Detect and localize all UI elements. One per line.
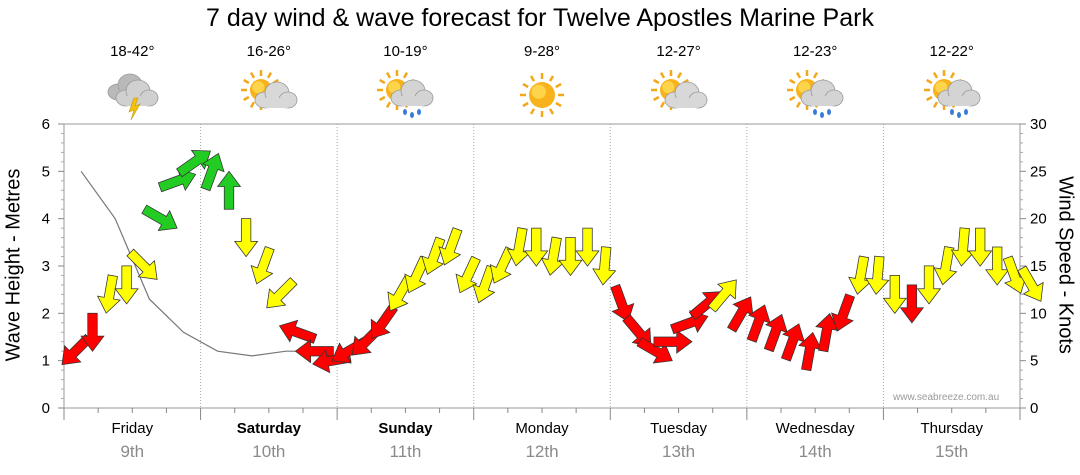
date-label: 13th [662,442,696,461]
y-axis-label-right: Wind Speed - Knots [1054,176,1077,354]
date-label: 12th [525,442,559,461]
wind-arrow [524,227,549,267]
wind-arrow [848,255,873,295]
wind-arrow [575,227,600,267]
wind-arrow [899,284,925,324]
date-label: 14th [798,442,832,461]
partly-cloudy-icon [650,70,707,110]
wind-arrow [421,236,446,275]
wind-arrow [233,218,259,258]
day-label: Saturday [236,420,301,437]
temperature-range: 12-22° [929,43,974,60]
wind-arrow [80,312,105,352]
wind-arrow [558,237,583,277]
wind-arrow [968,227,993,267]
wind-arrow [707,279,737,313]
y-tick-label-left: 0 [42,400,50,417]
wind-arrow [278,319,318,344]
date-label: 9th [120,442,145,461]
temperature-range: 9-28° [523,43,561,60]
wind-arrow [933,246,958,286]
wind-arrow [882,275,907,315]
day-label: Tuesday [650,420,708,437]
wind-arrow [96,274,121,314]
wave-height-line [80,170,321,357]
day-label: Sunday [378,420,433,437]
date-label: 11th [389,442,422,461]
day-label: Friday [111,420,154,437]
temperature-range: 18-42° [110,43,155,60]
temperature-range: 16-26° [246,43,292,60]
y-tick-label-right: 15 [1030,258,1047,275]
y-tick-label-left: 1 [42,353,50,370]
y-tick-label-left: 6 [42,116,50,133]
showers-icon [377,70,434,118]
storm-icon [107,73,159,120]
day-label: Monday [515,420,569,437]
wind-arrow [610,283,635,323]
wind-arrow [455,255,481,294]
temperature-range: 12-27° [656,43,701,60]
sunny-icon [520,73,564,117]
wind-arrow [831,293,856,332]
wind-arrow [200,152,225,192]
temperature-range: 10-19° [383,43,428,60]
day-label: Thursday [920,420,983,437]
y-tick-label-right: 20 [1030,211,1047,228]
showers-icon [787,70,844,118]
wind-arrow [1017,265,1044,302]
wind-arrow [114,265,139,305]
y-tick-label-right: 10 [1030,305,1047,322]
y-tick-label-left: 4 [42,211,50,228]
site-credit: www.seabreeze.com.au [893,392,1000,403]
y-tick-label-left: 3 [42,258,50,275]
partly-cloudy-icon [240,70,298,110]
wind-arrow [865,255,890,296]
y-tick-label-right: 5 [1030,353,1038,370]
wind-arrow [176,149,211,178]
wind-arrow [266,277,298,309]
date-label: 15th [935,442,969,461]
wind-arrow [216,170,242,210]
y-axis-label-left: Wave Height - Metres [2,168,25,362]
wind-arrow [438,227,463,266]
wind-arrow [489,246,516,284]
y-tick-label-right: 25 [1030,163,1047,180]
wind-arrow [916,265,942,305]
date-label: 10th [252,442,286,461]
wind-arrow [950,227,975,267]
y-tick-label-left: 2 [42,305,50,322]
temperature-range: 12-23° [792,43,838,60]
y-tick-label-left: 5 [42,163,50,180]
wind-arrow [250,246,275,285]
wind-arrow [126,248,158,280]
wind-arrow [294,339,334,364]
y-tick-label-right: 0 [1030,400,1038,417]
day-label: Wednesday [775,420,855,437]
wind-arrow [592,246,617,286]
wind-arrow [141,204,178,231]
showers-icon [923,70,981,118]
y-tick-label-right: 30 [1030,116,1047,133]
chart-title: 7 day wind & wave forecast for Twelve Ap… [206,4,874,32]
